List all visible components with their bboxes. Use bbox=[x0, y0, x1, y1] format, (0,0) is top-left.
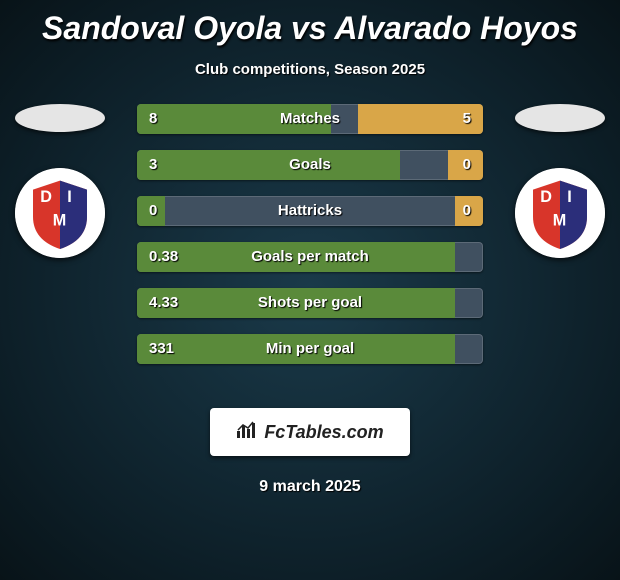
comparison-main: D I M D I M 8Matches53Goals00Hattricks00… bbox=[0, 104, 620, 404]
svg-text:M: M bbox=[53, 212, 66, 230]
stat-row: 3Goals0 bbox=[137, 150, 483, 180]
stat-row: 0Hattricks0 bbox=[137, 196, 483, 226]
svg-text:I: I bbox=[67, 188, 72, 206]
stat-row: 4.33Shots per goal bbox=[137, 288, 483, 318]
page-title: Sandoval Oyola vs Alvarado Hoyos bbox=[0, 0, 620, 47]
svg-text:M: M bbox=[553, 212, 566, 230]
svg-text:I: I bbox=[567, 188, 572, 206]
right-club-logo: D I M bbox=[515, 168, 605, 258]
stat-value-right: 0 bbox=[463, 196, 471, 226]
stats-bars: 8Matches53Goals00Hattricks00.38Goals per… bbox=[137, 104, 483, 364]
fctables-label: FcTables.com bbox=[264, 422, 383, 443]
right-player-column: D I M bbox=[500, 104, 620, 258]
fctables-watermark: FcTables.com bbox=[210, 408, 410, 456]
stat-row: 8Matches5 bbox=[137, 104, 483, 134]
left-club-logo: D I M bbox=[15, 168, 105, 258]
svg-text:D: D bbox=[540, 188, 552, 206]
left-player-column: D I M bbox=[0, 104, 120, 258]
right-player-avatar-placeholder bbox=[515, 104, 605, 132]
stat-label: Min per goal bbox=[137, 334, 483, 364]
infographic-container: Sandoval Oyola vs Alvarado Hoyos Club co… bbox=[0, 0, 620, 580]
stat-label: Shots per goal bbox=[137, 288, 483, 318]
stat-row: 331Min per goal bbox=[137, 334, 483, 364]
svg-text:D: D bbox=[40, 188, 52, 206]
stat-label: Goals per match bbox=[137, 242, 483, 272]
date-label: 9 march 2025 bbox=[0, 478, 620, 496]
stat-label: Goals bbox=[137, 150, 483, 180]
stat-value-right: 0 bbox=[463, 150, 471, 180]
subtitle: Club competitions, Season 2025 bbox=[0, 61, 620, 78]
stat-label: Hattricks bbox=[137, 196, 483, 226]
left-player-avatar-placeholder bbox=[15, 104, 105, 132]
stat-row: 0.38Goals per match bbox=[137, 242, 483, 272]
fctables-chart-icon bbox=[236, 421, 258, 444]
stat-value-right: 5 bbox=[463, 104, 471, 134]
stat-label: Matches bbox=[137, 104, 483, 134]
